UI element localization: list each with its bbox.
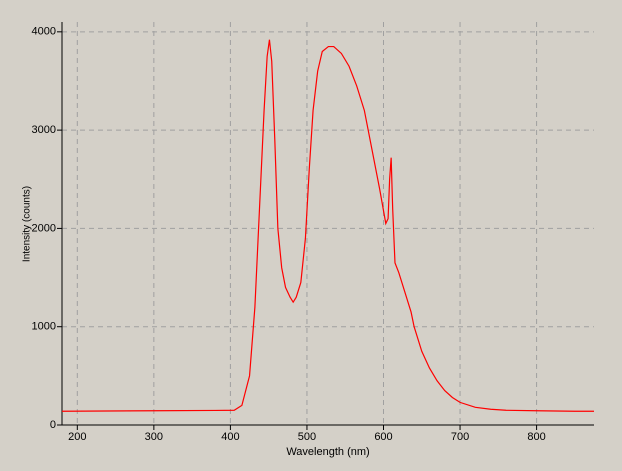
spectrum-line <box>61 39 594 412</box>
x-axis-label: Wavelength (nm) <box>286 446 369 458</box>
x-tick-label: 800 <box>527 431 545 443</box>
x-tick-label: 400 <box>221 431 239 443</box>
y-tick-label: 0 <box>50 419 56 431</box>
y-tick-label: 4000 <box>32 26 56 38</box>
x-tick-label: 200 <box>68 431 86 443</box>
x-tick-label: 300 <box>145 431 163 443</box>
x-tick-label: 700 <box>451 431 469 443</box>
x-tick-label: 600 <box>374 431 392 443</box>
y-tick-label: 3000 <box>32 124 56 136</box>
y-tick-label: 2000 <box>32 222 56 234</box>
y-axis-label: Intensity (counts) <box>22 186 33 262</box>
y-tick-label: 1000 <box>32 321 56 333</box>
x-tick-label: 500 <box>298 431 316 443</box>
